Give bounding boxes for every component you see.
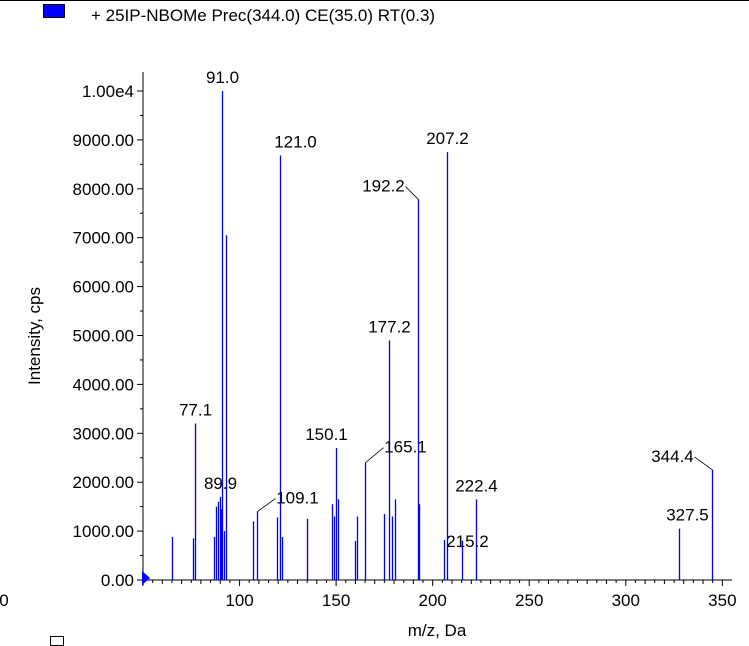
peak-label: 165.1	[384, 438, 427, 457]
y-tick-label: 4000.00	[73, 375, 134, 394]
x-tick-label: 300	[612, 591, 640, 610]
y-tick-label: 1.00e4	[82, 82, 134, 101]
peak-label: 207.2	[426, 129, 469, 148]
peak-label: 222.4	[455, 476, 498, 495]
y-tick-label: 8000.00	[73, 180, 134, 199]
peak-label-leader	[406, 187, 419, 200]
peak-label: 109.1	[276, 489, 319, 508]
peak-label: 344.4	[651, 447, 694, 466]
y-tick-label: 3000.00	[73, 424, 134, 443]
x-tick-label: 350	[708, 591, 736, 610]
x-tick-label: 100	[225, 591, 253, 610]
peak-label: 177.2	[368, 317, 411, 336]
y-tick-label: 7000.00	[73, 229, 134, 248]
axes: 0.00 1000.00 2000.00 3000.00 4000.00 5000.00 6…	[0, 72, 737, 610]
peak-label-leader	[695, 457, 713, 470]
y-tick-label: 0.00	[101, 571, 134, 590]
peak-label: 89.9	[204, 474, 237, 493]
peak-label: 327.5	[666, 506, 709, 525]
origin-marker-icon	[142, 571, 150, 585]
peak-label: 77.1	[179, 401, 212, 420]
x-tick-label: 250	[515, 591, 543, 610]
y-tick-label: 1000.00	[73, 522, 134, 541]
peak-label: 121.0	[274, 133, 317, 152]
peak-labels: 77.1 89.9 91.0 109.1 121.0 150.1 165.1 177.2 192…	[179, 68, 713, 551]
peak-label: 91.0	[206, 68, 239, 87]
y-axis-title: Intensity, cps	[25, 287, 44, 385]
peak-label: 192.2	[362, 177, 405, 196]
y-tick-label: 9000.00	[73, 131, 134, 150]
peak-bars	[173, 91, 713, 580]
y-tick-label: 2000.00	[73, 473, 134, 492]
peak-label-leader	[258, 499, 276, 512]
x-tick-label: 0	[0, 591, 9, 610]
y-tick-label: 5000.00	[73, 327, 134, 346]
peak-label: 150.1	[305, 425, 348, 444]
peak-label-leader	[366, 448, 384, 463]
peak-label: 215.2	[446, 532, 489, 551]
x-tick-label: 200	[418, 591, 446, 610]
y-tick-label: 6000.00	[73, 278, 134, 297]
x-axis-title: m/z, Da	[408, 621, 467, 640]
x-tick-label: 150	[322, 591, 350, 610]
